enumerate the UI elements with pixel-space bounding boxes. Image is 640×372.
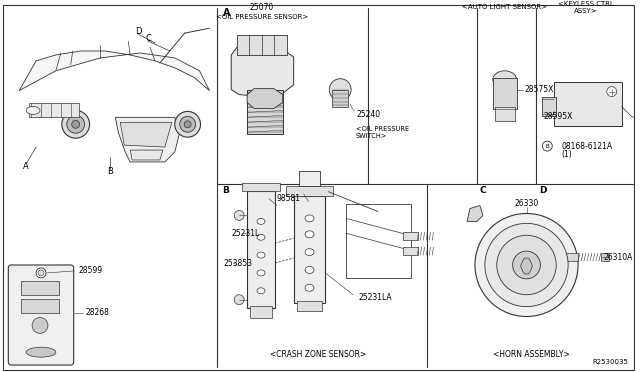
Bar <box>346 203 411 278</box>
Bar <box>299 171 321 186</box>
Bar <box>542 97 556 116</box>
Text: 28599: 28599 <box>79 266 103 275</box>
Ellipse shape <box>257 288 265 294</box>
Polygon shape <box>231 45 294 97</box>
Bar <box>21 299 59 312</box>
Circle shape <box>72 120 79 128</box>
Text: <AUTO LIGHT SENSOR>: <AUTO LIGHT SENSOR> <box>462 4 547 10</box>
Polygon shape <box>19 51 214 135</box>
Circle shape <box>542 141 552 151</box>
Bar <box>495 108 515 121</box>
Text: D: D <box>540 186 547 195</box>
Text: <KEYLESS CTRL
ASSY>: <KEYLESS CTRL ASSY> <box>558 1 614 14</box>
Ellipse shape <box>305 248 314 256</box>
Text: 25231L: 25231L <box>231 229 259 238</box>
Text: B: B <box>545 144 549 148</box>
Bar <box>247 191 275 308</box>
Bar <box>403 247 417 255</box>
Text: 25231LA: 25231LA <box>358 293 392 302</box>
Text: 28595X: 28595X <box>543 112 573 121</box>
Text: 08168-6121A: 08168-6121A <box>561 142 612 151</box>
Bar <box>332 90 348 108</box>
Ellipse shape <box>257 252 265 258</box>
Text: B: B <box>108 167 113 176</box>
Text: A: A <box>23 163 29 171</box>
Bar <box>493 78 516 109</box>
Circle shape <box>38 270 44 276</box>
Text: 26310A: 26310A <box>604 253 633 262</box>
Text: 25070: 25070 <box>250 3 274 12</box>
Circle shape <box>184 121 191 128</box>
Circle shape <box>62 110 90 138</box>
Ellipse shape <box>305 284 314 291</box>
Bar <box>296 301 323 311</box>
Polygon shape <box>115 117 180 162</box>
Polygon shape <box>467 206 483 221</box>
Polygon shape <box>130 150 163 160</box>
Bar <box>250 306 272 318</box>
Bar <box>29 103 79 117</box>
Ellipse shape <box>305 266 314 273</box>
Text: 253853: 253853 <box>223 259 252 267</box>
Bar <box>554 82 621 126</box>
Circle shape <box>67 115 84 133</box>
Text: C: C <box>145 33 151 43</box>
Circle shape <box>32 318 48 333</box>
Text: D: D <box>135 27 141 36</box>
Ellipse shape <box>257 270 265 276</box>
Text: 25240: 25240 <box>356 110 380 119</box>
Polygon shape <box>520 258 532 274</box>
Text: R2530035: R2530035 <box>593 359 628 365</box>
Text: (1): (1) <box>561 150 572 158</box>
Text: 26330: 26330 <box>515 199 539 208</box>
Text: 28575X: 28575X <box>525 85 554 94</box>
Circle shape <box>475 214 578 317</box>
Ellipse shape <box>305 231 314 238</box>
Bar <box>285 186 333 196</box>
Bar <box>403 232 417 240</box>
Text: <HORN ASSEMBLY>: <HORN ASSEMBLY> <box>493 350 570 359</box>
Bar <box>242 183 280 191</box>
Text: 98581: 98581 <box>276 194 301 203</box>
Polygon shape <box>247 89 283 109</box>
Bar <box>247 90 283 134</box>
Circle shape <box>485 223 568 307</box>
Ellipse shape <box>330 79 351 100</box>
Circle shape <box>180 116 196 132</box>
Ellipse shape <box>305 215 314 222</box>
Circle shape <box>36 268 46 278</box>
Text: <OIL PRESSURE SENSOR>: <OIL PRESSURE SENSOR> <box>216 14 308 20</box>
Circle shape <box>234 211 244 220</box>
Ellipse shape <box>26 106 40 115</box>
Bar <box>566 253 578 261</box>
Text: B: B <box>222 186 229 195</box>
Text: <CRASH ZONE SENSOR>: <CRASH ZONE SENSOR> <box>270 350 367 359</box>
Ellipse shape <box>493 71 516 89</box>
Circle shape <box>497 235 556 295</box>
Circle shape <box>175 112 200 137</box>
Polygon shape <box>19 51 209 91</box>
Circle shape <box>234 295 244 305</box>
Ellipse shape <box>257 234 265 240</box>
Text: A: A <box>223 8 231 18</box>
Polygon shape <box>120 122 172 147</box>
Text: C: C <box>480 186 486 195</box>
Circle shape <box>513 251 540 279</box>
Circle shape <box>607 87 617 97</box>
FancyBboxPatch shape <box>8 265 74 365</box>
Bar <box>21 281 59 295</box>
Bar <box>237 35 287 55</box>
Ellipse shape <box>26 347 56 357</box>
Text: <OIL PRESSURE
SWITCH>: <OIL PRESSURE SWITCH> <box>356 126 409 139</box>
Bar <box>601 253 609 261</box>
Bar <box>294 196 325 303</box>
Text: 28268: 28268 <box>86 308 109 317</box>
Ellipse shape <box>257 218 265 224</box>
